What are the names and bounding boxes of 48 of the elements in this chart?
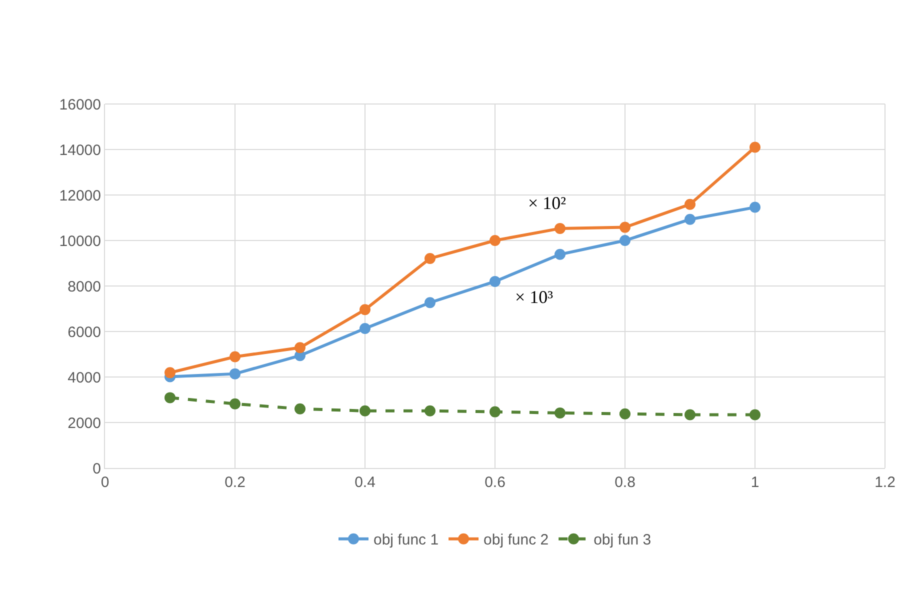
- legend-label: obj fun 3: [594, 532, 652, 549]
- point: [424, 405, 436, 416]
- point: [360, 304, 370, 316]
- point: [424, 297, 436, 308]
- point: [230, 351, 240, 362]
- point: [620, 235, 630, 246]
- y-tick-label: 6000: [68, 324, 101, 341]
- point: [554, 248, 566, 260]
- x-tick-label: 0.6: [484, 474, 506, 491]
- x-tick-label: 0.4: [354, 474, 376, 491]
- point: [490, 235, 500, 246]
- y-tick-label: 14000: [59, 142, 101, 159]
- point: [554, 222, 566, 234]
- x-tick-label: 1.2: [874, 474, 896, 491]
- legend-label: obj func 1: [374, 532, 439, 549]
- y-tick-label: 12000: [59, 187, 101, 204]
- point: [294, 403, 306, 414]
- annotation: × 10²: [528, 193, 566, 213]
- point: [620, 408, 630, 420]
- point: [424, 252, 436, 264]
- point: [230, 398, 240, 410]
- point: [750, 409, 760, 420]
- y-tick-label: 2000: [68, 414, 101, 432]
- point: [360, 405, 370, 416]
- y-tick-label: 10000: [59, 232, 101, 250]
- y-tick-label: 0: [92, 460, 101, 478]
- point: [294, 342, 306, 354]
- point: [490, 276, 500, 287]
- legend-label: obj func 2: [484, 532, 549, 549]
- x-tick-label: 1: [750, 474, 760, 491]
- y-tick-label: 8000: [68, 278, 101, 296]
- point: [750, 202, 760, 213]
- point: [684, 198, 696, 210]
- point: [360, 323, 370, 334]
- x-tick-label: 0.8: [614, 474, 636, 491]
- y-tick-label: 4000: [68, 369, 101, 386]
- annotation: × 10³: [515, 287, 554, 307]
- x-tick-label: 0.2: [224, 474, 246, 491]
- point: [684, 409, 696, 420]
- y-tick-label: 16000: [59, 96, 101, 114]
- point: [554, 407, 566, 418]
- point: [230, 368, 240, 380]
- point: [750, 142, 760, 153]
- point: [620, 222, 630, 233]
- point: [490, 406, 500, 418]
- point: [164, 367, 176, 378]
- point: [164, 392, 176, 404]
- point: [684, 214, 696, 225]
